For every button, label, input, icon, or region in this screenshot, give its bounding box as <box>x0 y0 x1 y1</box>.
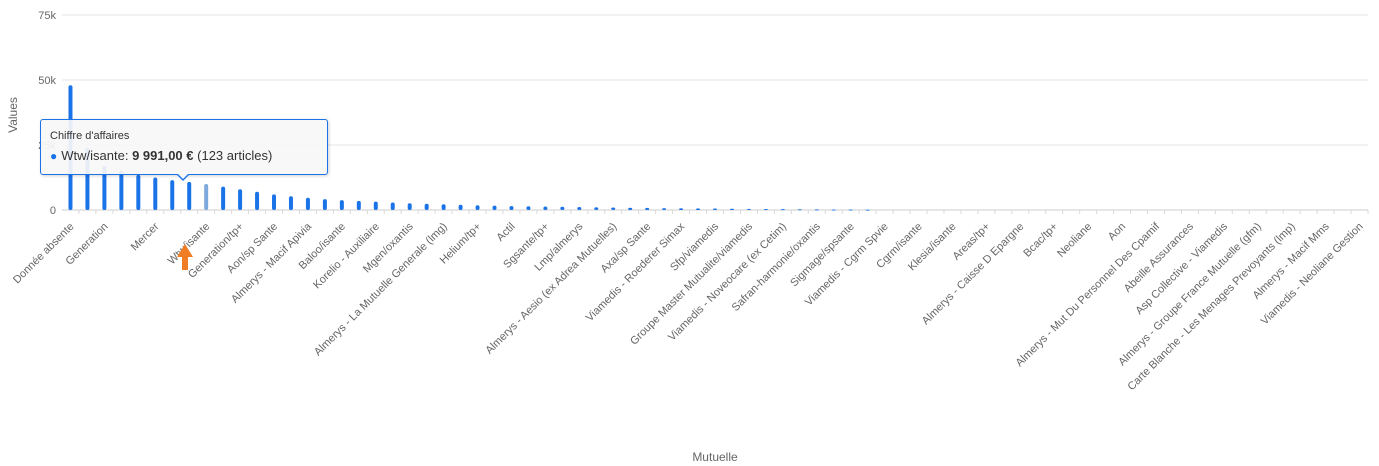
bar[interactable] <box>187 181 192 210</box>
bar[interactable] <box>102 165 107 210</box>
bar[interactable] <box>407 203 412 210</box>
bar[interactable] <box>696 208 701 210</box>
bar[interactable] <box>238 189 243 210</box>
y-axis-ticks: 025k50k75k <box>38 10 56 217</box>
y-tick-label: 0 <box>50 205 56 217</box>
bar[interactable] <box>645 207 650 210</box>
bar[interactable] <box>797 209 802 211</box>
y-tick-label: 75k <box>38 10 56 22</box>
bar[interactable] <box>441 204 446 210</box>
bar[interactable] <box>560 206 565 210</box>
bar[interactable] <box>577 207 582 210</box>
bar[interactable] <box>628 207 633 210</box>
x-tick-label: Aon <box>1106 221 1128 243</box>
bar[interactable] <box>594 207 599 210</box>
bar[interactable] <box>170 180 175 210</box>
bars <box>68 85 870 211</box>
grid-lines <box>62 14 1368 211</box>
arrow-up-icon <box>177 244 193 270</box>
bar[interactable] <box>729 208 734 210</box>
bar[interactable] <box>339 200 344 210</box>
bar[interactable] <box>679 208 684 210</box>
series-dot-icon: ● <box>50 149 58 163</box>
bar[interactable] <box>204 184 209 210</box>
bar[interactable] <box>746 208 751 210</box>
bar[interactable] <box>526 206 531 210</box>
bar[interactable] <box>780 209 785 211</box>
bar[interactable] <box>509 205 514 210</box>
bar[interactable] <box>322 199 327 210</box>
bar[interactable] <box>763 208 768 210</box>
y-tick-label: 50k <box>38 75 56 87</box>
x-tick-label: Neoliane <box>1055 221 1094 260</box>
tooltip-value: 9 991,00 € <box>132 148 194 163</box>
bar[interactable] <box>272 194 277 210</box>
bar[interactable] <box>255 191 260 210</box>
tooltip-caret-inner <box>177 173 189 179</box>
bar[interactable] <box>390 202 395 210</box>
bar[interactable] <box>153 177 158 211</box>
bar[interactable] <box>458 204 463 210</box>
x-tick-label: Donnée absente <box>11 221 77 287</box>
y-axis-title: Values <box>6 97 20 133</box>
bar[interactable] <box>119 171 124 210</box>
bar[interactable] <box>543 206 548 210</box>
x-tick-label: Bcac/tp+ <box>1021 221 1060 260</box>
bar[interactable] <box>424 203 429 210</box>
x-tick-label: Groupe Master Mutualite/viamedis <box>628 220 755 347</box>
x-tick-label: Mercer <box>129 220 162 253</box>
bar[interactable] <box>136 174 141 210</box>
bar[interactable] <box>492 205 497 210</box>
tooltip: Chiffre d'affaires ● Wtw/isante: 9 991,00… <box>40 119 328 175</box>
tooltip-line: ● Wtw/isante: 9 991,00 € (123 articles) <box>50 148 327 163</box>
tooltip-title: Chiffre d'affaires <box>50 130 130 142</box>
bar[interactable] <box>221 186 226 210</box>
bar[interactable] <box>305 197 310 210</box>
tooltip-label: Wtw/isante: <box>61 148 129 163</box>
bar[interactable] <box>611 207 616 210</box>
x-tick-label: Sigmage/spsante <box>788 221 857 290</box>
x-axis-title: Mutuelle <box>692 450 738 464</box>
bar[interactable] <box>662 208 667 210</box>
bar[interactable] <box>848 209 853 211</box>
orange-arrow-annotation <box>177 244 193 270</box>
bar[interactable] <box>831 209 836 211</box>
bar[interactable] <box>814 209 819 211</box>
x-tick-label: Actil <box>494 221 517 244</box>
bar[interactable] <box>713 208 717 210</box>
bar[interactable] <box>356 200 361 210</box>
bar[interactable] <box>373 201 378 210</box>
bar[interactable] <box>288 196 293 210</box>
bar[interactable] <box>865 209 870 211</box>
bar[interactable] <box>475 205 480 210</box>
tooltip-extra: (123 articles) <box>197 148 273 163</box>
